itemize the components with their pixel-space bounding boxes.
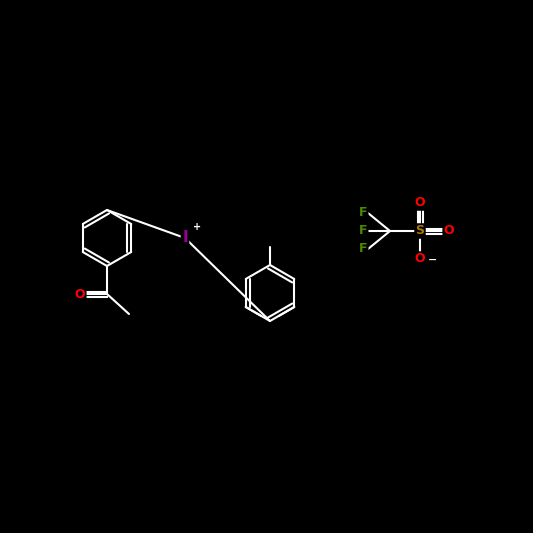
Text: O: O bbox=[415, 253, 425, 265]
Text: I: I bbox=[182, 230, 188, 246]
Text: S: S bbox=[416, 224, 424, 238]
Text: O: O bbox=[75, 287, 85, 301]
Text: +: + bbox=[193, 222, 201, 232]
Text: −: − bbox=[428, 255, 438, 265]
Text: F: F bbox=[359, 206, 367, 220]
Text: O: O bbox=[443, 224, 454, 238]
Text: O: O bbox=[415, 197, 425, 209]
Text: F: F bbox=[359, 243, 367, 255]
Text: F: F bbox=[359, 224, 367, 238]
